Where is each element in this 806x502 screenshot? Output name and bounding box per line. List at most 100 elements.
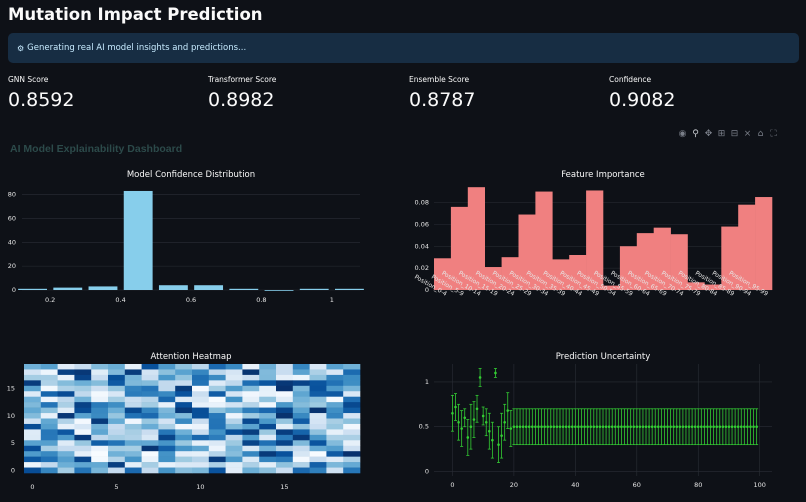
data-point: [730, 425, 734, 429]
heatmap-cell: [309, 380, 327, 387]
histogram-bar: [335, 288, 364, 290]
heatmap-cell: [24, 467, 42, 474]
heatmap-cell: [141, 462, 159, 468]
data-point: [715, 425, 718, 429]
data-point: [657, 425, 660, 429]
heatmap-cell: [91, 407, 109, 414]
heatmap-cell: [343, 451, 361, 457]
heatmap-cell: [141, 369, 159, 376]
data-point: [518, 425, 522, 429]
heatmap-cell: [24, 445, 42, 452]
heatmap-cell: [208, 440, 226, 447]
heatmap-cell: [74, 456, 92, 463]
zoom-out-icon[interactable]: ⊟: [730, 129, 739, 139]
data-point: [478, 376, 482, 379]
feature-importance-chart[interactable]: Feature Importance Position_0-4Position_…: [413, 170, 773, 298]
heatmap-cell: [91, 364, 109, 370]
heatmap-cell: [309, 418, 327, 425]
heatmap-cell: [343, 402, 361, 408]
data-point: [752, 425, 755, 429]
chart-title: Feature Importance: [561, 170, 645, 180]
heatmap-cell: [141, 456, 159, 463]
heatmap-cell: [108, 369, 126, 376]
heatmap-cell: [108, 456, 126, 463]
fullscreen-icon[interactable]: ⛶: [770, 129, 777, 139]
data-point: [718, 425, 722, 429]
heatmap-cell: [292, 385, 310, 392]
y-tick-label: 60: [8, 214, 16, 222]
data-point: [647, 425, 651, 429]
heatmap-cell: [57, 451, 75, 457]
heatmap-cell: [124, 440, 142, 447]
heatmap-cell: [74, 423, 92, 430]
heatmap-cell: [175, 451, 193, 457]
heatmap-cell: [175, 385, 193, 392]
data-point: [512, 425, 516, 429]
data-point: [552, 425, 556, 429]
data-point: [454, 405, 457, 409]
heatmap-cell: [175, 364, 193, 370]
heatmap-cell: [326, 451, 344, 457]
heatmap-cell: [343, 407, 361, 414]
x-tick-label: 10: [196, 483, 204, 491]
camera-icon[interactable]: ◉: [678, 129, 687, 139]
heatmap-cell: [91, 413, 109, 419]
heatmap-cell: [74, 434, 92, 441]
data-point: [500, 434, 503, 437]
pan-icon[interactable]: ✥: [704, 129, 713, 139]
data-point: [540, 425, 543, 429]
autoscale-icon[interactable]: ⨯: [743, 129, 752, 139]
heatmap-cell: [158, 364, 176, 370]
data-point: [629, 425, 632, 429]
data-point: [687, 425, 691, 429]
data-point: [650, 425, 654, 429]
heatmap-cell: [309, 462, 327, 468]
heatmap-cell: [326, 407, 344, 414]
zoom-icon[interactable]: ⚲: [692, 129, 699, 139]
heatmap-cell: [40, 407, 58, 414]
heatmap-cell: [276, 456, 294, 463]
y-tick-label: 0: [425, 468, 429, 476]
heatmap-cell: [124, 396, 142, 403]
prediction-uncertainty-chart[interactable]: Prediction Uncertainty 0 20 40 60 80 100 0 0.5 1: [419, 352, 772, 489]
y-tick-label: 0: [12, 286, 16, 294]
heatmap-cell: [276, 429, 294, 436]
heatmap-cell: [40, 467, 58, 474]
y-tick-label: 0.08: [415, 199, 429, 207]
heatmap-cell: [91, 423, 109, 430]
heatmap-cell: [40, 402, 58, 408]
heatmap-cell: [24, 385, 42, 392]
y-tick-label: 5: [11, 439, 15, 447]
heatmap-cell: [208, 407, 226, 414]
heatmap-cell: [326, 445, 344, 452]
heatmap-cell: [40, 462, 58, 468]
data-point: [567, 425, 571, 429]
reset-axes-icon[interactable]: ⌂: [757, 129, 764, 139]
heatmap-cell: [225, 364, 243, 370]
heatmap-cell: [192, 429, 210, 436]
heatmap-cell: [309, 364, 327, 370]
heatmap-cell: [74, 374, 92, 381]
feature-bar: [434, 258, 452, 290]
heatmap-cell: [225, 407, 243, 414]
feature-bar: [619, 246, 638, 290]
heatmap-cell: [276, 434, 294, 441]
heatmap-cell: [141, 385, 159, 392]
y-tick-label: 1: [425, 378, 429, 386]
heatmap-cell: [91, 369, 109, 376]
heatmap-cell: [242, 440, 260, 447]
metric-label: GNN Score: [8, 75, 49, 84]
confidence-distribution-chart[interactable]: Model Confidence Distribution 0.2 0.4 0.6 0…: [8, 170, 364, 304]
zoom-in-icon[interactable]: ⊞: [717, 129, 726, 139]
heatmap-cell: [326, 391, 344, 397]
heatmap-cell: [40, 434, 58, 441]
heatmap-cell: [192, 413, 210, 419]
heatmap-cell: [242, 396, 260, 403]
feature-bar: [552, 259, 570, 290]
heatmap-cell: [108, 413, 126, 419]
attention-heatmap-chart[interactable]: Attention Heatmap 0 5 10 15 0 5 10 15: [7, 352, 361, 491]
data-point: [736, 425, 740, 429]
data-point: [626, 425, 629, 429]
heatmap-cell: [158, 385, 176, 392]
